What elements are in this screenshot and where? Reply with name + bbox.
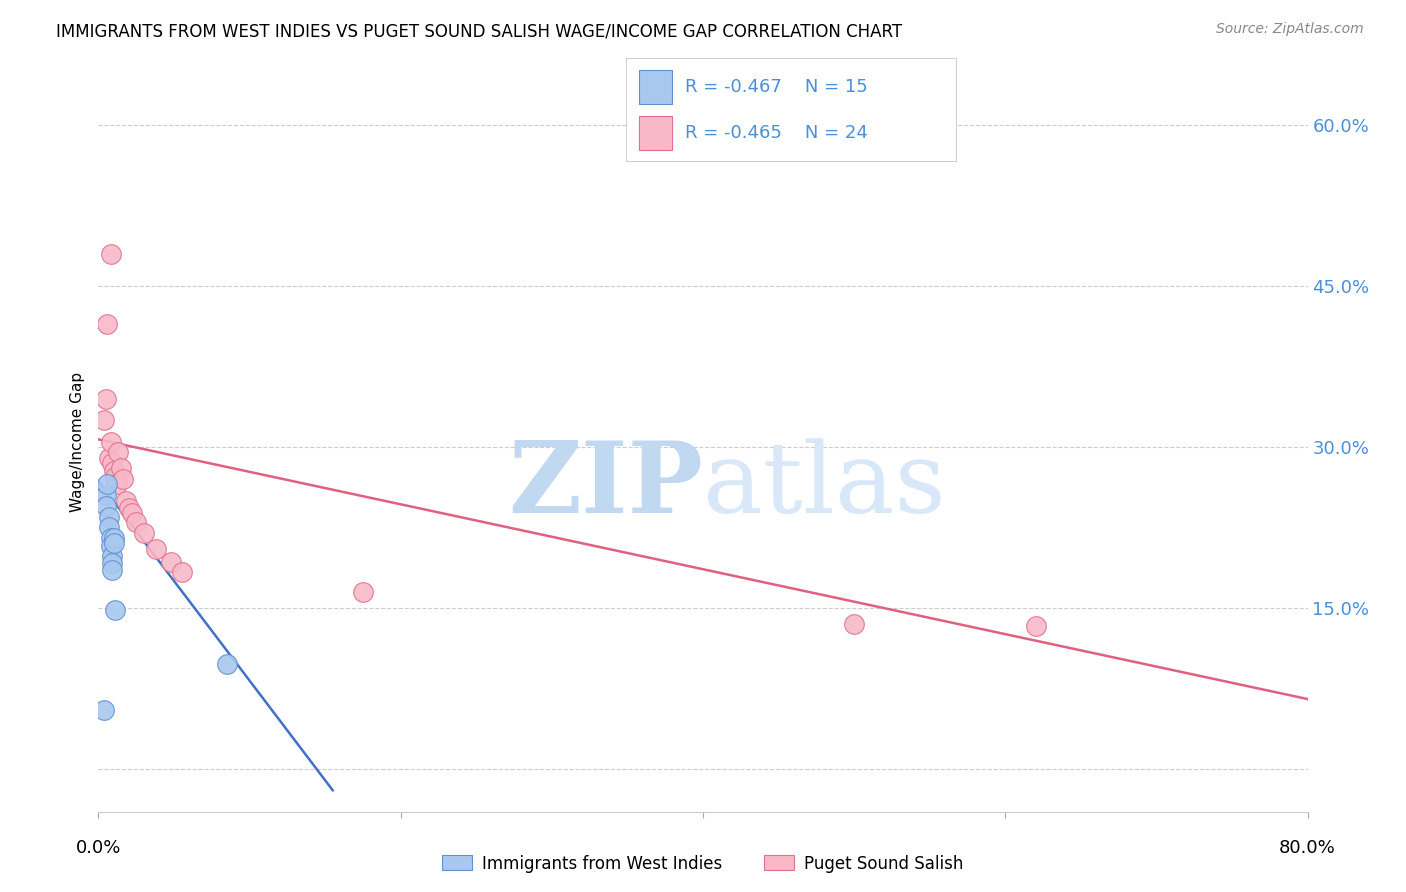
Point [103, 463, 125, 477]
Text: atlas: atlas [703, 438, 946, 533]
Point [132, 525, 155, 540]
Point [94, 392, 117, 406]
Point [96, 477, 118, 491]
Point [145, 541, 167, 556]
Point [100, 246, 122, 260]
Point [94, 499, 117, 513]
Point [160, 555, 183, 569]
Point [111, 472, 134, 486]
Point [121, 507, 143, 521]
Text: ZIP: ZIP [508, 437, 703, 534]
Text: R = -0.465    N = 24: R = -0.465 N = 24 [685, 124, 868, 143]
Point [103, 531, 125, 545]
Text: Source: ZipAtlas.com: Source: ZipAtlas.com [1216, 22, 1364, 37]
Point [101, 549, 124, 564]
Text: 0.0%: 0.0% [76, 838, 121, 856]
Text: 80.0%: 80.0% [1279, 838, 1336, 856]
Point [98, 509, 121, 524]
Text: IMMIGRANTS FROM WEST INDIES VS PUGET SOUND SALISH WAGE/INCOME GAP CORRELATION CH: IMMIGRANTS FROM WEST INDIES VS PUGET SOU… [56, 22, 903, 40]
Point [110, 461, 132, 475]
Point [94, 488, 117, 502]
Point [103, 536, 125, 550]
Point [98, 450, 121, 465]
Point [93, 703, 115, 717]
Point [101, 556, 124, 570]
Point [125, 515, 148, 529]
Point [100, 539, 122, 553]
Point [215, 657, 238, 671]
Point [96, 317, 118, 331]
Point [1024, 619, 1046, 633]
Point [100, 531, 122, 545]
Point [352, 584, 374, 599]
Point [114, 493, 136, 508]
Point [101, 456, 124, 470]
Point [104, 603, 127, 617]
Point [107, 445, 129, 459]
Point [118, 501, 141, 516]
FancyBboxPatch shape [638, 70, 672, 104]
Legend: Immigrants from West Indies, Puget Sound Salish: Immigrants from West Indies, Puget Sound… [436, 848, 970, 880]
Text: R = -0.467    N = 15: R = -0.467 N = 15 [685, 78, 868, 96]
Point [104, 470, 127, 484]
Point [170, 566, 193, 580]
Point [100, 434, 122, 449]
Point [844, 616, 866, 631]
FancyBboxPatch shape [638, 117, 672, 150]
Y-axis label: Wage/Income Gap: Wage/Income Gap [70, 371, 86, 512]
Point [101, 563, 124, 577]
Point [93, 413, 115, 427]
Point [98, 520, 121, 534]
Point [105, 477, 128, 491]
